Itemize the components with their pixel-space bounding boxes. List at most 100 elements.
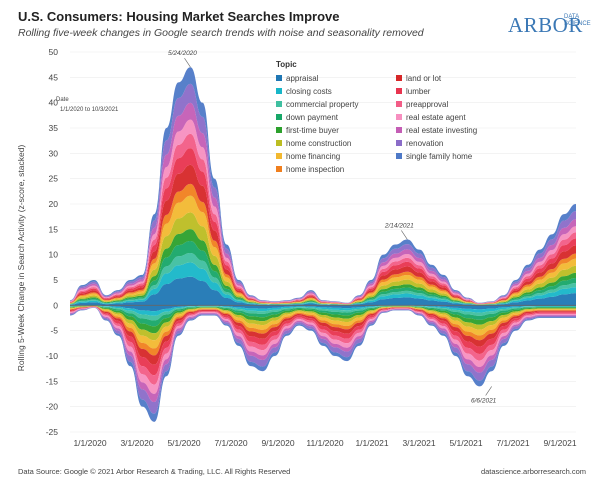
chart-title: U.S. Consumers: Housing Market Searches … — [18, 9, 340, 24]
area-home-financing — [70, 195, 576, 349]
chart-subtitle: Rolling five-week changes in Google sear… — [18, 27, 424, 39]
x-tick-label: 7/1/2021 — [496, 438, 529, 448]
x-tick-label: 9/1/2021 — [543, 438, 576, 448]
legend-swatch — [276, 101, 282, 107]
y-tick-label: 20 — [49, 199, 59, 209]
legend-swatch — [276, 114, 282, 120]
y-tick-label: 10 — [49, 250, 59, 260]
legend-swatch — [396, 88, 402, 94]
area-home-inspection — [70, 183, 576, 356]
y-tick-label: -25 — [46, 427, 59, 437]
legend-item: commercial property — [276, 98, 396, 110]
legend-label: real estate agent — [406, 112, 466, 122]
y-axis-label: Rolling 5-Week Change in Search Activity… — [16, 145, 26, 372]
legend: Topic appraisal land or lot closing costs l… — [276, 60, 516, 175]
x-tick-label: 11/1/2020 — [306, 438, 343, 448]
legend-item: single family home — [396, 150, 516, 162]
area-closing-costs — [70, 262, 576, 316]
x-tick-label: 5/1/2021 — [449, 438, 482, 448]
date-filter-range: 1/1/2020 to 10/3/2021 — [60, 107, 119, 113]
legend-label: commercial property — [286, 99, 359, 109]
legend-swatch — [396, 75, 402, 81]
brand-logo: ARBOR — [508, 13, 583, 37]
legend-swatch — [276, 153, 282, 159]
y-tick-label: 30 — [49, 148, 59, 158]
legend-item: lumber — [396, 85, 516, 97]
y-tick-label: -20 — [46, 402, 59, 412]
legend-label: renovation — [406, 138, 444, 148]
legend-swatch — [276, 88, 282, 94]
legend-item: renovation — [396, 137, 516, 149]
legend-swatch — [276, 166, 282, 172]
legend-label: home financing — [286, 151, 341, 161]
annotation-leader — [485, 386, 492, 396]
legend-label: home construction — [286, 138, 352, 148]
legend-items: appraisal land or lot closing costs lumber c… — [276, 72, 516, 175]
x-tick-label: 9/1/2020 — [261, 438, 294, 448]
legend-label: down payment — [286, 112, 339, 122]
brand-sub-line-2: SCIENCE — [564, 21, 591, 27]
y-tick-label: -10 — [46, 351, 59, 361]
brand-logo-sub: DATA SCIENCE — [564, 14, 591, 28]
date-filter-label: Date — [56, 97, 69, 103]
x-tick-label: 3/1/2020 — [120, 438, 153, 448]
legend-item: appraisal — [276, 72, 396, 84]
annotation-leader — [401, 230, 408, 240]
y-tick-label: 15 — [49, 224, 59, 234]
annotation-label: 5/24/2020 — [168, 50, 197, 57]
legend-label: lumber — [406, 86, 431, 96]
y-tick-label: 25 — [49, 174, 59, 184]
legend-item: home financing — [276, 150, 396, 162]
area-land-or-lot — [70, 164, 576, 365]
legend-swatch — [276, 140, 282, 146]
legend-item: real estate investing — [396, 124, 516, 136]
annotation-leader — [184, 58, 191, 68]
legend-label: single family home — [406, 151, 473, 161]
legend-item: closing costs — [276, 85, 396, 97]
x-axis: 1/1/2020 3/1/2020 5/1/2020 7/1/2020 9/1/2020… — [73, 438, 576, 448]
legend-title: Topic — [276, 60, 297, 69]
y-tick-label: 50 — [49, 47, 59, 57]
y-tick-label: 45 — [49, 72, 59, 82]
x-tick-label: 3/1/2021 — [402, 438, 435, 448]
y-tick-label: 5 — [53, 275, 58, 285]
legend-item: preapproval — [396, 98, 516, 110]
legend-item: down payment — [276, 111, 396, 123]
legend-swatch — [396, 114, 402, 120]
legend-label: first-time buyer — [286, 125, 339, 135]
y-tick-label: 0 — [53, 300, 58, 310]
y-tick-label: 35 — [49, 123, 59, 133]
legend-swatch — [396, 153, 402, 159]
x-tick-label: 7/1/2020 — [214, 438, 247, 448]
legend-swatch — [276, 75, 282, 81]
legend-label: preapproval — [406, 99, 449, 109]
legend-item: real estate agent — [396, 111, 516, 123]
annotations: 5/24/2020 2/14/2021 6/6/2021 — [168, 50, 497, 404]
x-tick-label: 5/1/2020 — [167, 438, 200, 448]
annotation-label: 6/6/2021 — [471, 397, 497, 404]
y-tick-label: 40 — [49, 98, 59, 108]
legend-label: land or lot — [406, 73, 442, 83]
legend-label: appraisal — [286, 73, 319, 83]
x-tick-label: 1/1/2020 — [73, 438, 106, 448]
legend-label: home inspection — [286, 164, 345, 174]
legend-item: home construction — [276, 137, 396, 149]
area-series-group — [70, 67, 576, 422]
legend-swatch — [396, 101, 402, 107]
footer-source: Data Source: Google © 2021 Arbor Researc… — [18, 467, 291, 476]
stacked-area-chart: -25 -20 -15 -10 -5 0 5 10 15 20 25 30 35 40 45 50 1/1/2… — [16, 47, 577, 448]
y-tick-label: -5 — [50, 326, 58, 336]
annotation-label: 2/14/2021 — [384, 222, 414, 229]
legend-item: land or lot — [396, 72, 516, 84]
footer-url: datascience.arborresearch.com — [480, 467, 586, 476]
legend-label: real estate investing — [406, 125, 478, 135]
y-axis: -25 -20 -15 -10 -5 0 5 10 15 20 25 30 35 40 45 50 — [46, 47, 59, 437]
x-tick-label: 1/1/2021 — [355, 438, 388, 448]
y-tick-label: -15 — [46, 376, 59, 386]
legend-label: closing costs — [286, 86, 332, 96]
legend-item: first-time buyer — [276, 124, 396, 136]
legend-swatch — [396, 140, 402, 146]
legend-swatch — [396, 127, 402, 133]
legend-item: home inspection — [276, 163, 396, 175]
area-appraisal — [70, 276, 576, 312]
